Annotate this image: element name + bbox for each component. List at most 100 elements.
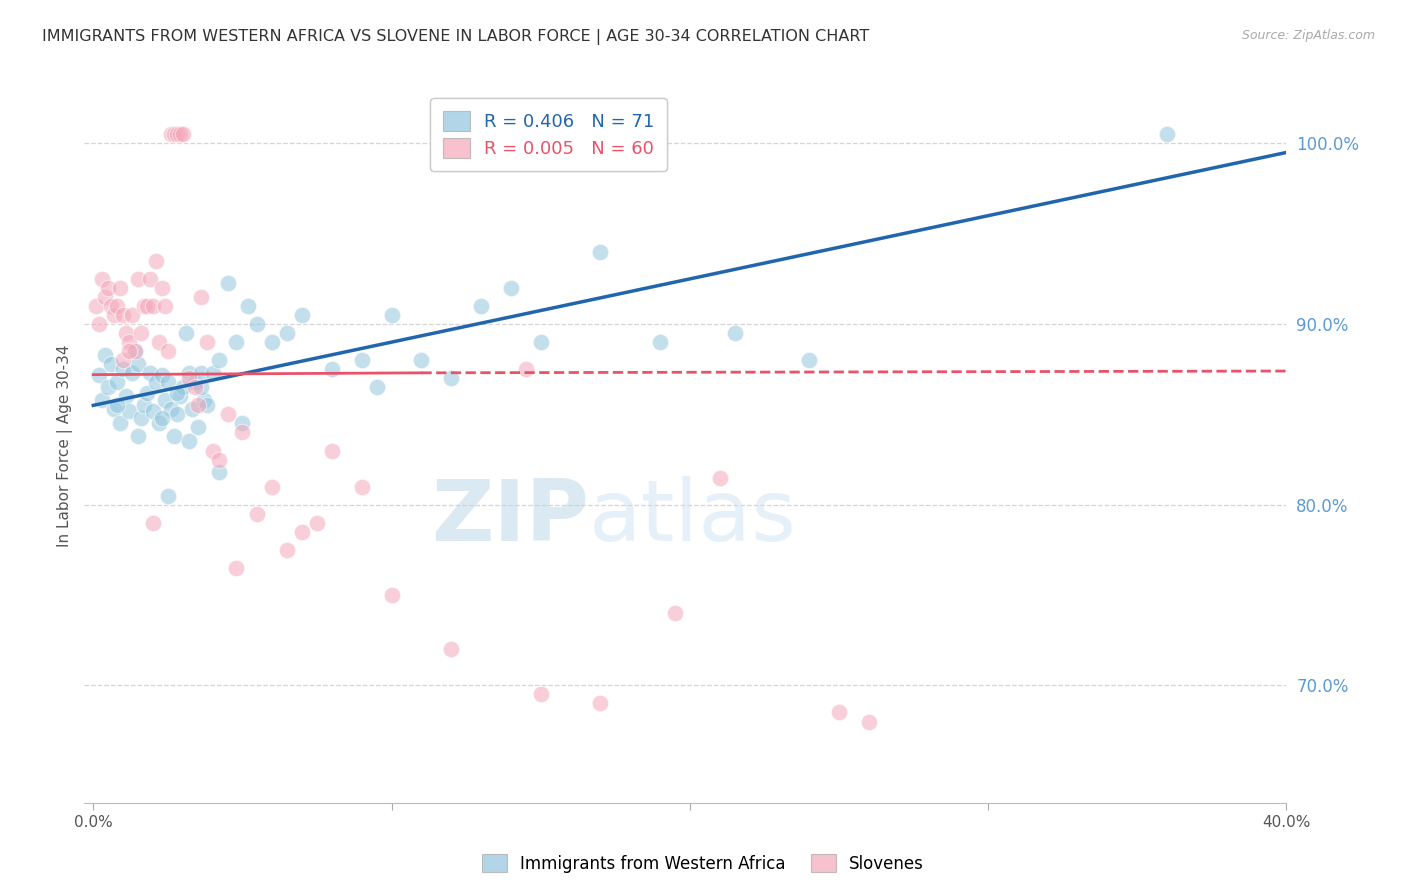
Point	[366, 380, 388, 394]
Point	[148, 417, 170, 431]
Point	[195, 398, 218, 412]
Point	[121, 308, 143, 322]
Point	[129, 326, 152, 340]
Text: ZIP: ZIP	[432, 475, 589, 559]
Point	[153, 299, 176, 313]
Point	[172, 380, 194, 394]
Text: Source: ZipAtlas.com: Source: ZipAtlas.com	[1241, 29, 1375, 42]
Point	[163, 429, 186, 443]
Point	[411, 353, 433, 368]
Point	[291, 524, 314, 539]
Point	[187, 398, 209, 412]
Point	[142, 516, 165, 530]
Point	[89, 368, 111, 382]
Point	[169, 128, 191, 142]
Point	[183, 380, 205, 394]
Point	[648, 335, 671, 350]
Y-axis label: In Labor Force | Age 30-34: In Labor Force | Age 30-34	[58, 344, 73, 548]
Point	[262, 335, 284, 350]
Point	[169, 389, 191, 403]
Point	[207, 452, 229, 467]
Point	[127, 272, 149, 286]
Point	[225, 335, 247, 350]
Point	[145, 253, 167, 268]
Point	[150, 368, 173, 382]
Point	[118, 404, 141, 418]
Point	[91, 272, 114, 286]
Point	[276, 326, 298, 340]
Point	[799, 353, 821, 368]
Point	[190, 366, 212, 380]
Point	[97, 380, 120, 394]
Point	[105, 375, 128, 389]
Point	[499, 281, 522, 295]
Point	[174, 326, 197, 340]
Point	[127, 357, 149, 371]
Point	[103, 401, 125, 416]
Text: atlas: atlas	[589, 475, 797, 559]
Point	[163, 128, 186, 142]
Point	[225, 561, 247, 575]
Point	[112, 308, 135, 322]
Point	[530, 335, 553, 350]
Point	[127, 429, 149, 443]
Point	[207, 353, 229, 368]
Legend: Immigrants from Western Africa, Slovenes: Immigrants from Western Africa, Slovenes	[475, 847, 931, 880]
Point	[470, 299, 492, 313]
Point	[664, 606, 686, 620]
Point	[150, 411, 173, 425]
Point	[190, 290, 212, 304]
Point	[589, 244, 612, 259]
Point	[94, 348, 117, 362]
Point	[440, 642, 463, 657]
Point	[148, 335, 170, 350]
Point	[231, 425, 253, 440]
Point	[166, 385, 188, 400]
Point	[589, 697, 612, 711]
Point	[115, 389, 138, 403]
Point	[190, 380, 212, 394]
Point	[207, 465, 229, 479]
Point	[84, 299, 107, 313]
Point	[124, 344, 146, 359]
Point	[305, 516, 328, 530]
Legend: R = 0.406   N = 71, R = 0.005   N = 60: R = 0.406 N = 71, R = 0.005 N = 60	[430, 98, 666, 170]
Point	[145, 375, 167, 389]
Point	[180, 401, 202, 416]
Point	[136, 299, 159, 313]
Point	[97, 281, 120, 295]
Point	[91, 392, 114, 407]
Point	[105, 398, 128, 412]
Point	[156, 489, 179, 503]
Point	[100, 357, 122, 371]
Point	[139, 366, 162, 380]
Point	[828, 706, 851, 720]
Point	[1156, 128, 1178, 142]
Point	[132, 299, 155, 313]
Point	[193, 392, 215, 407]
Point	[231, 417, 253, 431]
Point	[530, 687, 553, 701]
Point	[115, 326, 138, 340]
Point	[100, 299, 122, 313]
Point	[150, 281, 173, 295]
Point	[142, 299, 165, 313]
Point	[142, 404, 165, 418]
Point	[381, 308, 404, 322]
Point	[156, 344, 179, 359]
Point	[132, 398, 155, 412]
Point	[118, 344, 141, 359]
Point	[160, 128, 183, 142]
Point	[291, 308, 314, 322]
Point	[238, 299, 260, 313]
Point	[136, 385, 159, 400]
Point	[321, 362, 343, 376]
Point	[276, 542, 298, 557]
Point	[160, 401, 183, 416]
Point	[177, 434, 200, 449]
Point	[177, 371, 200, 385]
Point	[112, 362, 135, 376]
Point	[89, 317, 111, 331]
Point	[246, 317, 269, 331]
Point	[709, 470, 731, 484]
